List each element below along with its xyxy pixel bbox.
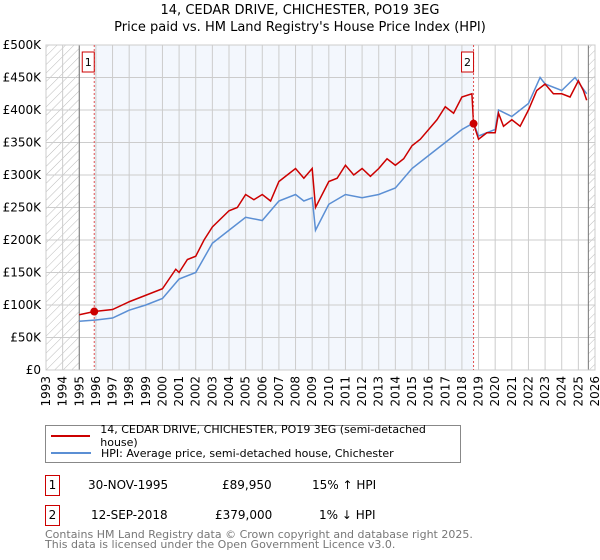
x-tick-label: 1997	[106, 376, 120, 407]
legend-label: 14, CEDAR DRIVE, CHICHESTER, PO19 3EG (s…	[100, 423, 426, 449]
sale-point	[469, 119, 478, 128]
x-tick-label: 2015	[405, 376, 419, 407]
legend: 14, CEDAR DRIVE, CHICHESTER, PO19 3EG (s…	[45, 423, 461, 463]
chart-title: 14, CEDAR DRIVE, CHICHESTER, PO19 3EG	[160, 3, 440, 18]
sale-marker-box	[81, 51, 95, 73]
x-tick-label: 2023	[538, 376, 552, 407]
x-tick-label: 1996	[89, 376, 103, 407]
y-tick-label: £200K	[3, 233, 43, 247]
x-tick-label: 2001	[172, 376, 186, 407]
x-tick-label: 2005	[239, 376, 253, 407]
sale-marker-box	[461, 51, 475, 73]
legend-swatch	[51, 435, 91, 437]
sale-marker-label: 1	[85, 56, 92, 69]
x-tick-label: 2025	[571, 376, 585, 407]
legend-swatch	[51, 452, 91, 454]
x-tick-label: 1994	[56, 376, 70, 407]
y-tick-label: £150K	[3, 266, 43, 280]
sale-row: 1 30-NOV-1995 £89,950 15% ↑ HPI	[45, 475, 445, 496]
x-tick-label: 2006	[255, 376, 269, 407]
sale-marker-label: 2	[464, 56, 471, 69]
x-tick-label: 2012	[355, 376, 369, 407]
x-tick-label: 2020	[488, 376, 502, 407]
x-tick-label: 2022	[521, 376, 535, 407]
x-tick-label: 2002	[189, 376, 203, 407]
x-tick-label: 1998	[122, 376, 136, 407]
x-tick-label: 2004	[222, 376, 236, 407]
x-tick-label: 2018	[455, 376, 469, 407]
y-tick-label: £0	[26, 363, 41, 377]
footer: Contains HM Land Registry data © Crown c…	[45, 528, 473, 551]
sale-hpi: 1% ↓ HPI	[319, 508, 376, 522]
series-line	[79, 79, 588, 316]
plot-border	[45, 44, 596, 371]
x-tick-label: 1995	[72, 376, 86, 407]
x-tick-label: 2009	[305, 376, 319, 407]
x-tick-label: 2000	[155, 376, 169, 407]
y-tick-label: £250K	[3, 201, 43, 215]
x-tick-label: 2008	[289, 376, 303, 407]
x-tick-label: 2016	[422, 376, 436, 407]
x-tick-label: 1993	[39, 376, 53, 407]
x-tick-label: 2026	[588, 376, 600, 407]
y-tick-label: £450K	[3, 71, 43, 85]
sale-marker: 2	[45, 505, 60, 526]
y-tick-label: £50K	[10, 331, 42, 345]
x-tick-label: 1999	[139, 376, 153, 407]
sale-marker: 1	[45, 475, 60, 496]
legend-label: HPI: Average price, semi-detached house,…	[101, 446, 394, 460]
y-tick-label: £500K	[3, 38, 43, 52]
y-tick-label: £300K	[3, 168, 43, 182]
x-tick-label: 2017	[438, 376, 452, 407]
x-tick-label: 2019	[472, 376, 486, 407]
chart-subtitle: Price paid vs. HM Land Registry's House …	[114, 20, 486, 35]
y-tick-label: £400K	[3, 103, 43, 117]
x-tick-label: 2024	[555, 376, 569, 407]
x-tick-label: 2011	[338, 376, 352, 407]
x-tick-label: 2007	[272, 376, 286, 407]
y-tick-label: £350K	[3, 136, 43, 150]
footer-line: This data is licensed under the Open Gov…	[45, 538, 396, 551]
x-tick-label: 2014	[388, 376, 402, 407]
sale-date: 12-SEP-2018	[91, 508, 168, 522]
sale-point	[90, 307, 99, 316]
x-tick-label: 2013	[372, 376, 386, 407]
sale-price: £89,950	[222, 478, 272, 492]
legend-item-hpi: HPI: Average price, semi-detached house,…	[46, 445, 394, 461]
sale-row: 2 12-SEP-2018 £379,000 1% ↓ HPI	[45, 505, 445, 526]
x-tick-label: 2021	[505, 376, 519, 407]
y-tick-label: £100K	[3, 298, 43, 312]
sale-hpi: 15% ↑ HPI	[312, 478, 377, 492]
footer-line: Contains HM Land Registry data © Crown c…	[45, 528, 473, 541]
sale-price: £379,000	[215, 508, 273, 522]
x-tick-label: 2003	[205, 376, 219, 407]
series-line	[79, 76, 588, 322]
price-chart: £0 £50K £100K £150K £200K £250K £300K £350K £400…	[3, 38, 600, 407]
sale-date: 30-NOV-1995	[88, 478, 169, 492]
legend-item-property: 14, CEDAR DRIVE, CHICHESTER, PO19 3EG (s…	[46, 423, 460, 449]
x-tick-label: 2010	[322, 376, 336, 407]
